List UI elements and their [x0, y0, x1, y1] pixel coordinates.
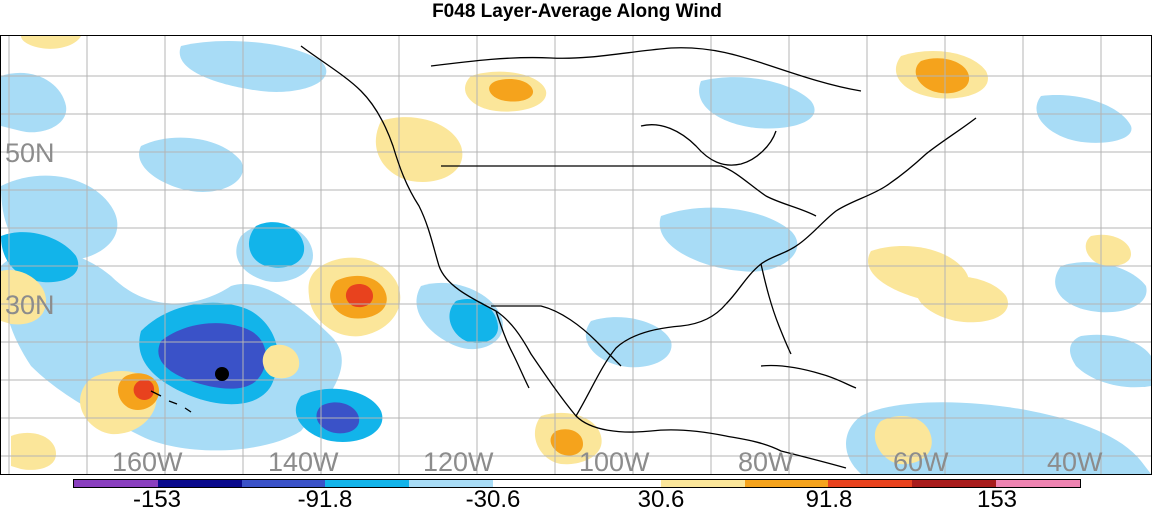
contour-pos-light [1085, 234, 1131, 266]
lon-label-60w: 60W [893, 447, 949, 475]
colorbar-segment [409, 480, 494, 487]
colorbar-segment [74, 480, 158, 487]
lat-lon-grid [1, 36, 1151, 474]
contour-neg-light [179, 41, 327, 92]
contour-neg-light [659, 207, 798, 272]
storm-marker [215, 367, 229, 381]
map-area: 50N 30N 160W 140W 120W 100W 80W 60W 40W [0, 35, 1152, 475]
colorbar-segment [660, 480, 745, 487]
lat-label-30n: 30N [5, 290, 55, 320]
colorbar-label: 153 [976, 486, 1018, 513]
colorbar-label: 91.8 [805, 486, 853, 513]
lon-label-100w: 100W [579, 447, 650, 475]
contour-neg-light [1, 72, 67, 133]
colorbar-segment [493, 480, 577, 487]
contour-neg-mid [449, 298, 499, 343]
contour-pos-light [21, 36, 81, 49]
colorbar-segment [576, 480, 661, 487]
contour-neg-light [1069, 334, 1151, 388]
contour-pos-strong [345, 284, 373, 308]
contour-pos-light [262, 344, 300, 379]
colorbar-segment [325, 480, 410, 487]
colorbar-segment [912, 480, 997, 487]
contour-pos-strong [133, 379, 155, 400]
florida-coastline [760, 263, 792, 355]
contour-neg-light [139, 137, 243, 192]
coastlines-and-borders [150, 45, 977, 469]
colorbar-label: -153 [132, 486, 182, 513]
contour-neg-mid [1, 232, 79, 283]
contour-neg-strong [158, 323, 267, 389]
lon-label-80w: 80W [738, 447, 794, 475]
lon-label-140w: 140W [268, 447, 339, 475]
contour-neg-mid [248, 222, 305, 268]
lon-label-160w: 160W [112, 447, 183, 475]
colorbar-label: -91.8 [297, 486, 353, 513]
hudson-bay-coastline [640, 124, 777, 166]
colorbar [73, 479, 1081, 488]
hawaii-islands [150, 390, 192, 413]
colorbar-segment [157, 480, 242, 487]
baja-california-coastline [495, 310, 530, 389]
contour-pos-light [11, 432, 56, 470]
colorbar-label: -30.6 [465, 486, 521, 513]
north-america-coastline [300, 45, 847, 469]
colorbar-segment [828, 480, 913, 487]
contour-pos-mid [489, 79, 534, 102]
us-canada-border [441, 165, 817, 217]
lat-label-50n: 50N [5, 138, 55, 168]
arctic-coastline [430, 47, 862, 92]
contour-fills [1, 36, 1151, 474]
lon-label-120w: 120W [423, 447, 494, 475]
colorbar-segment [744, 480, 829, 487]
contour-neg-light [1036, 95, 1132, 143]
contour-pos-light [916, 276, 1008, 323]
contour-pos-light [874, 416, 932, 465]
lon-label-40w: 40W [1047, 447, 1103, 475]
colorbar-segment [241, 480, 326, 487]
map-title: F048 Layer-Average Along Wind [432, 1, 722, 22]
us-mexico-border [491, 305, 622, 367]
colorbar-segment [996, 480, 1080, 487]
map-canvas [1, 36, 1151, 474]
contour-neg-light [699, 77, 815, 129]
contour-pos-light [1, 270, 46, 325]
colorbar-label: 30.6 [637, 486, 685, 513]
contour-pos-mid [550, 429, 583, 456]
gulf-of-mexico-coastline [575, 117, 977, 417]
contour-pos-light [375, 117, 463, 182]
cuba-coastline [760, 364, 857, 389]
